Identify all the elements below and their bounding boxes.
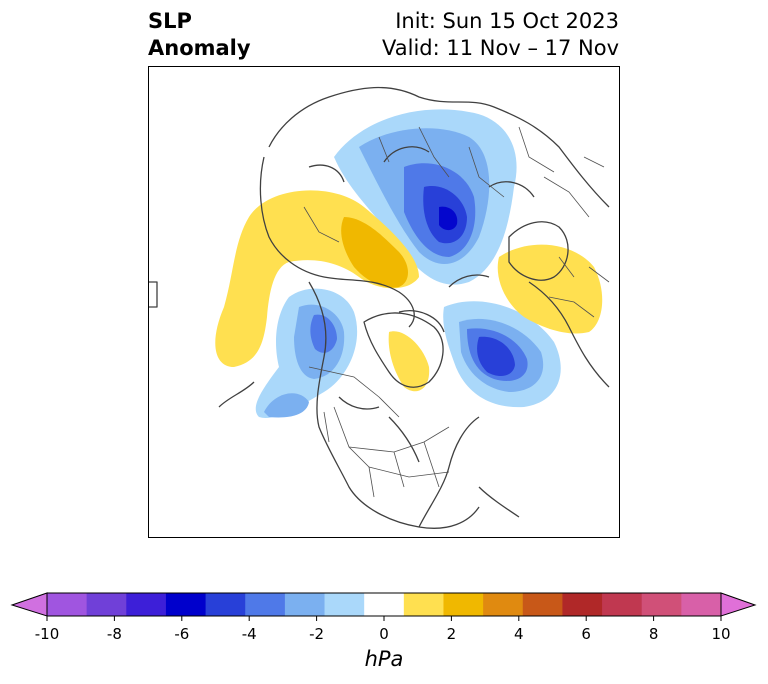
colorbar-cell	[443, 593, 484, 616]
colorbar-cell	[364, 593, 405, 616]
init-date: Init: Sun 15 Oct 2023	[395, 9, 619, 33]
colorbar-tick-label: -8	[106, 625, 122, 643]
colorbar-cell	[86, 593, 127, 616]
colorbar-cell	[47, 593, 88, 616]
positive-anomaly-east	[497, 244, 603, 334]
coastlines	[149, 86, 610, 529]
title-line-2: Anomaly	[148, 36, 251, 60]
valid-dates: Valid: 11 Nov – 17 Nov	[382, 36, 619, 60]
negative-anomaly-north-atlantic	[443, 301, 561, 408]
colorbar-cell	[205, 593, 246, 616]
colorbar-tick-label: -6	[174, 625, 190, 643]
colorbar-cells	[47, 593, 722, 616]
colorbar-cell	[126, 593, 167, 616]
colorbar-tick-label: -2	[309, 625, 325, 643]
map-title: SLP Anomaly	[148, 8, 251, 62]
title-line-1: SLP	[148, 9, 192, 33]
colorbar-units: hPa	[364, 647, 404, 671]
colorbar-tick-label: 4	[514, 625, 524, 643]
colorbar-tick-label: -4	[241, 625, 257, 643]
forecast-dates: Init: Sun 15 Oct 2023 Valid: 11 Nov – 17…	[382, 8, 619, 62]
colorbar-tick-label: 8	[648, 625, 659, 643]
colorbar-tick-label: 2	[446, 625, 457, 643]
colorbar-max-extend	[720, 592, 757, 617]
positive-anomaly-west	[215, 190, 430, 392]
country-borders	[303, 126, 610, 498]
colorbar-tick-marks	[46, 616, 722, 621]
colorbar-cell	[483, 593, 524, 616]
colorbar-tick-label: 6	[581, 625, 591, 643]
colorbar	[10, 592, 757, 621]
colorbar-tick-label: -10	[34, 625, 60, 643]
colorbar-tick-label: 0	[379, 625, 389, 643]
colorbar-min-extend	[10, 592, 48, 617]
map-panel	[148, 66, 620, 538]
colorbar-tick-label: 10	[711, 625, 731, 643]
anomaly-map	[149, 67, 619, 537]
negative-anomaly-canada	[255, 288, 358, 418]
colorbar-cell	[245, 593, 286, 616]
colorbar-cell	[165, 593, 207, 616]
colorbar-cell	[641, 593, 682, 616]
colorbar-cell	[284, 593, 326, 616]
colorbar-cell	[562, 593, 603, 616]
colorbar-cell	[324, 593, 365, 616]
colorbar-cell	[602, 593, 643, 616]
colorbar-cell	[522, 593, 563, 616]
colorbar-cell	[403, 593, 444, 616]
colorbar-cell	[681, 593, 722, 616]
